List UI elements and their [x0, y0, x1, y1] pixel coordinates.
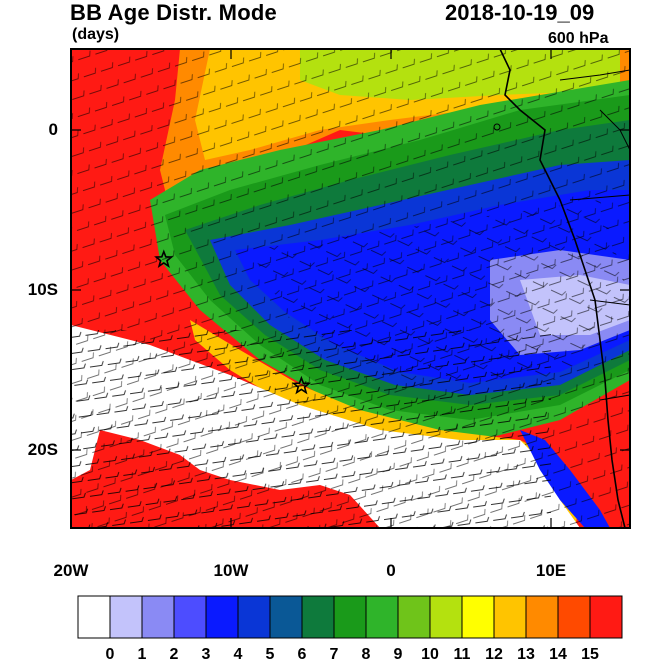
coastline — [499, 49, 626, 528]
colorbar-box-12 — [461, 595, 495, 639]
plot-frame — [70, 48, 631, 529]
colorbar-box-15 — [557, 595, 591, 639]
map-title: BB Age Distr. Mode — [70, 0, 277, 25]
colorbar-box-9 — [365, 595, 399, 639]
colorbar-box-2 — [141, 595, 175, 639]
colorbar-label-3: 3 — [201, 646, 211, 663]
lon-label-0: 0 — [386, 561, 396, 580]
colorbar-label-8: 8 — [361, 646, 371, 663]
colorbar-box-7 — [301, 595, 335, 639]
star-marker-west — [154, 249, 174, 268]
lat-label-0: 0 — [48, 120, 58, 139]
colorbar-label-0: 0 — [105, 646, 115, 663]
colorbar-box-5 — [237, 595, 271, 639]
colorbar-label-1: 1 — [137, 646, 147, 663]
shaded-field — [71, 49, 630, 528]
colorbar-box-14 — [525, 595, 559, 639]
colorbar-label-6: 6 — [297, 646, 307, 663]
colorbar-label-9: 9 — [393, 646, 403, 663]
star-marker-south — [291, 375, 312, 395]
colorbar-box-8 — [333, 595, 367, 639]
colorbar-label-12: 12 — [485, 646, 503, 663]
colorbar-label-15: 15 — [581, 646, 599, 663]
colorbar-label-13: 13 — [517, 646, 535, 663]
pressure-level: 600 hPa — [548, 30, 609, 47]
colorbar — [77, 595, 623, 639]
valid-time: 2018-10-19_09 — [445, 0, 595, 25]
colorbar-box-6 — [269, 595, 303, 639]
colorbar-box-16 — [589, 595, 623, 639]
colorbar-label-11: 11 — [453, 646, 471, 663]
tick-marks — [71, 49, 630, 528]
colorbar-box-0 — [77, 595, 111, 639]
colorbar-label-5: 5 — [265, 646, 275, 663]
colorbar-box-11 — [429, 595, 463, 639]
colorbar-label-7: 7 — [329, 646, 339, 663]
colorbar-label-14: 14 — [549, 646, 567, 663]
lat-label-10s: 10S — [27, 280, 58, 299]
colorbar-box-10 — [397, 595, 431, 639]
colorbar-box-1 — [109, 595, 143, 639]
colorbar-box-4 — [205, 595, 239, 639]
lat-label-20s: 20S — [27, 440, 58, 459]
map-units: (days) — [72, 26, 120, 43]
colorbar-label-4: 4 — [233, 646, 243, 663]
lon-label-10e: 10E — [535, 561, 567, 580]
colorbar-label-10: 10 — [421, 646, 439, 663]
colorbar-box-3 — [173, 595, 207, 639]
colorbar-label-2: 2 — [169, 646, 179, 663]
lon-label-20w: 20W — [53, 561, 89, 580]
island — [493, 123, 501, 131]
marker-layer — [154, 249, 312, 395]
colorbar-box-13 — [493, 595, 527, 639]
lon-label-10w: 10W — [213, 561, 249, 580]
